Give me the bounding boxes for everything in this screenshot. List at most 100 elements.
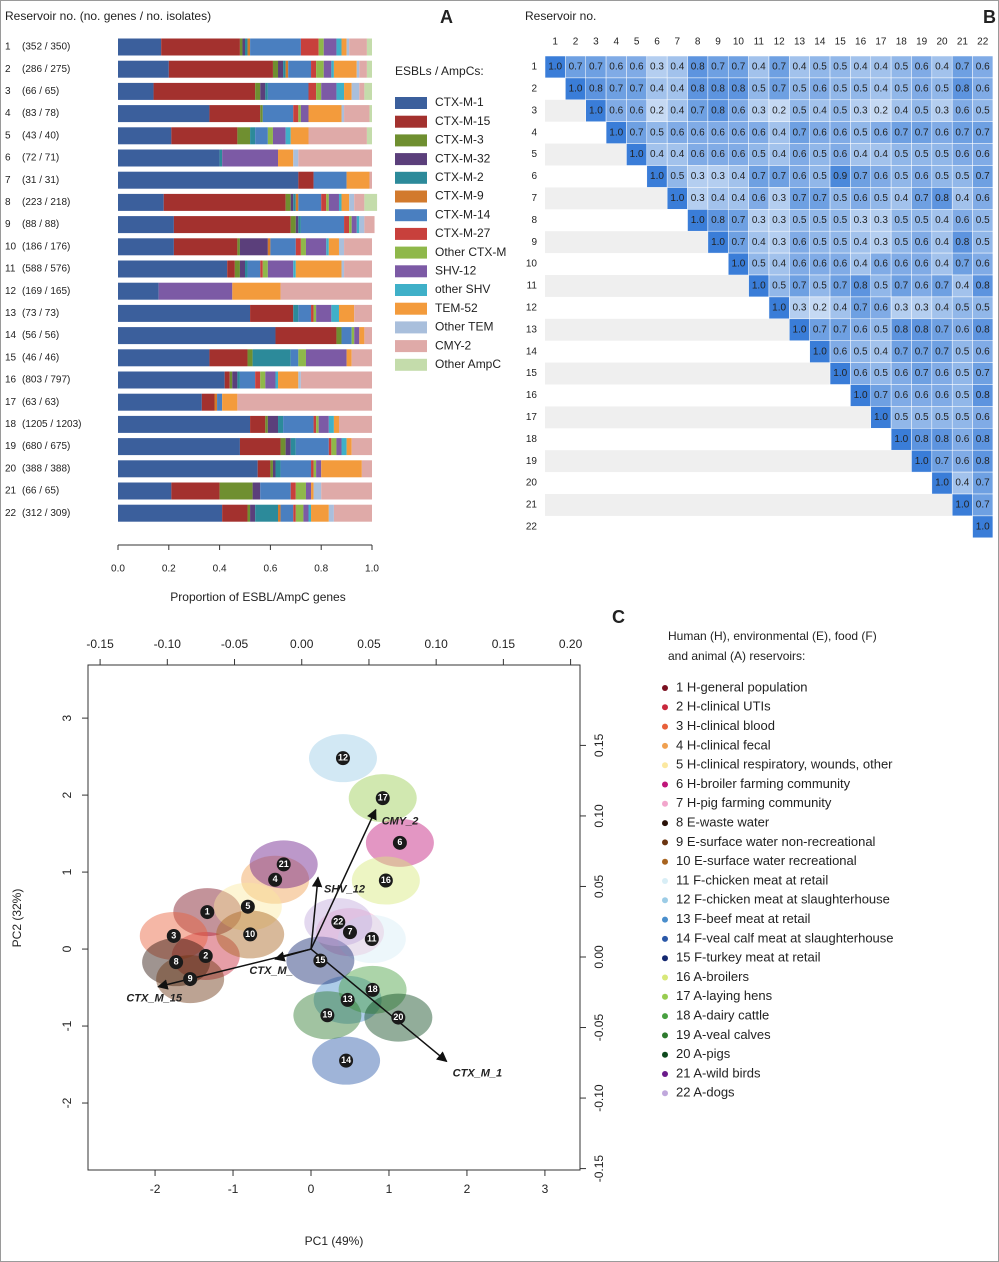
bar-segment [295, 238, 301, 256]
legend-dot [662, 935, 668, 942]
cell-label: 0.6 [915, 237, 929, 248]
cell-label: 0.3 [772, 237, 786, 248]
bar-segment [290, 349, 299, 367]
cell-label: 0.5 [813, 171, 827, 182]
cell-label: 0.7 [976, 500, 990, 511]
bar-segment [288, 60, 312, 78]
cell-label: 0.7 [833, 281, 847, 292]
cell-label: 0.6 [874, 302, 888, 313]
bar-segment [239, 371, 256, 389]
column-label: 5 [634, 37, 640, 48]
cell-label: 0.5 [894, 62, 908, 73]
cell-label: 0.3 [752, 105, 766, 116]
column-label: 21 [957, 37, 969, 48]
cell-label: 0.5 [894, 171, 908, 182]
cell-label: 0.5 [833, 83, 847, 94]
column-label: 9 [715, 37, 721, 48]
bar-segment [298, 149, 372, 167]
bar-segment [262, 260, 268, 278]
cell-label: 0.6 [793, 237, 807, 248]
cell-label: 0.5 [935, 149, 949, 160]
bar-segment [323, 60, 332, 78]
bar-segment [295, 438, 329, 456]
cell-label: 0.5 [854, 83, 868, 94]
bar-segment [361, 460, 372, 478]
cell-label: 0.6 [915, 171, 929, 182]
bar-segment [267, 82, 309, 100]
cell-label: 0.7 [976, 478, 990, 489]
bar-segment [341, 438, 347, 456]
cell-label: 0.6 [609, 105, 623, 116]
centroid [392, 835, 407, 850]
cell-label: 0.5 [874, 368, 888, 379]
centroid-label: 22 [333, 916, 343, 926]
row-label: 14 [526, 346, 538, 357]
tick-label: -0.05 [592, 1014, 606, 1042]
bar-segment [275, 327, 337, 345]
cell-label: 0.6 [813, 127, 827, 138]
bar-segment [316, 415, 319, 433]
cell-label: 1.0 [650, 171, 664, 182]
bar-segment [328, 193, 339, 211]
cell-label: 1.0 [894, 434, 908, 445]
legend-label: CTX-M-15 [435, 114, 491, 128]
cell-label: 0.7 [915, 346, 929, 357]
cell-label: 0.6 [894, 368, 908, 379]
cell-label: 0.7 [915, 193, 929, 204]
cell-label: 0.6 [874, 127, 888, 138]
centroid-label: 18 [368, 984, 378, 994]
bar-segment [118, 60, 169, 78]
cell-label: 1.0 [915, 456, 929, 467]
bar-segment [245, 38, 248, 56]
bar-segment [290, 216, 296, 234]
cell-label: 0.4 [752, 237, 766, 248]
cell-label: 1.0 [854, 390, 868, 401]
bar-segment [295, 193, 299, 211]
cell-label: 0.8 [691, 83, 705, 94]
row-number: 5 [5, 130, 11, 141]
cell-label: 0.7 [589, 62, 603, 73]
cell-label: 0.8 [731, 83, 745, 94]
cell-label: 0.5 [650, 127, 664, 138]
bar-segment [118, 482, 172, 500]
legend-swatch [395, 97, 427, 109]
cell-label: 0.8 [955, 237, 969, 248]
legend-swatch [395, 171, 427, 184]
bar-segment [359, 327, 365, 345]
row-label: (588 / 576) [22, 264, 70, 275]
x-tick-label: 0.2 [162, 564, 176, 575]
legend-dot [662, 1051, 668, 1058]
cell-label: 0.5 [833, 237, 847, 248]
cell-label: 0.8 [976, 390, 990, 401]
cell-label: 0.5 [874, 193, 888, 204]
bar-segment [153, 82, 256, 100]
cell-label: 0.3 [650, 62, 664, 73]
legend-label: CMY-2 [435, 338, 472, 352]
bar-segment [351, 327, 355, 345]
row-label: (73 / 73) [22, 308, 59, 319]
bar-segment [118, 282, 159, 300]
cell-label: 0.7 [955, 259, 969, 270]
centroid [276, 857, 291, 872]
centroid-label: 9 [188, 973, 193, 983]
cell-label: 0.5 [854, 127, 868, 138]
cell-label: 1.0 [691, 215, 705, 226]
cell-label: 0.6 [752, 193, 766, 204]
bar-segment [171, 482, 220, 500]
cell-label: 0.3 [874, 215, 888, 226]
cell-label: 1.0 [630, 149, 644, 160]
cell-label: 0.6 [894, 259, 908, 270]
bar-segment [118, 438, 240, 456]
legend-swatch [395, 302, 427, 315]
bar-segment [163, 193, 286, 211]
cell-label: 0.5 [955, 171, 969, 182]
bar-segment [118, 149, 220, 167]
centroid [240, 899, 255, 914]
bar-segment [300, 216, 345, 234]
legend-swatch [395, 227, 427, 240]
legend-label: CTX-M-27 [435, 226, 491, 240]
row-label: 9 [531, 237, 537, 248]
row-label: (72 / 71) [22, 153, 59, 164]
row-number: 6 [5, 153, 11, 164]
bar-segment [311, 482, 314, 500]
